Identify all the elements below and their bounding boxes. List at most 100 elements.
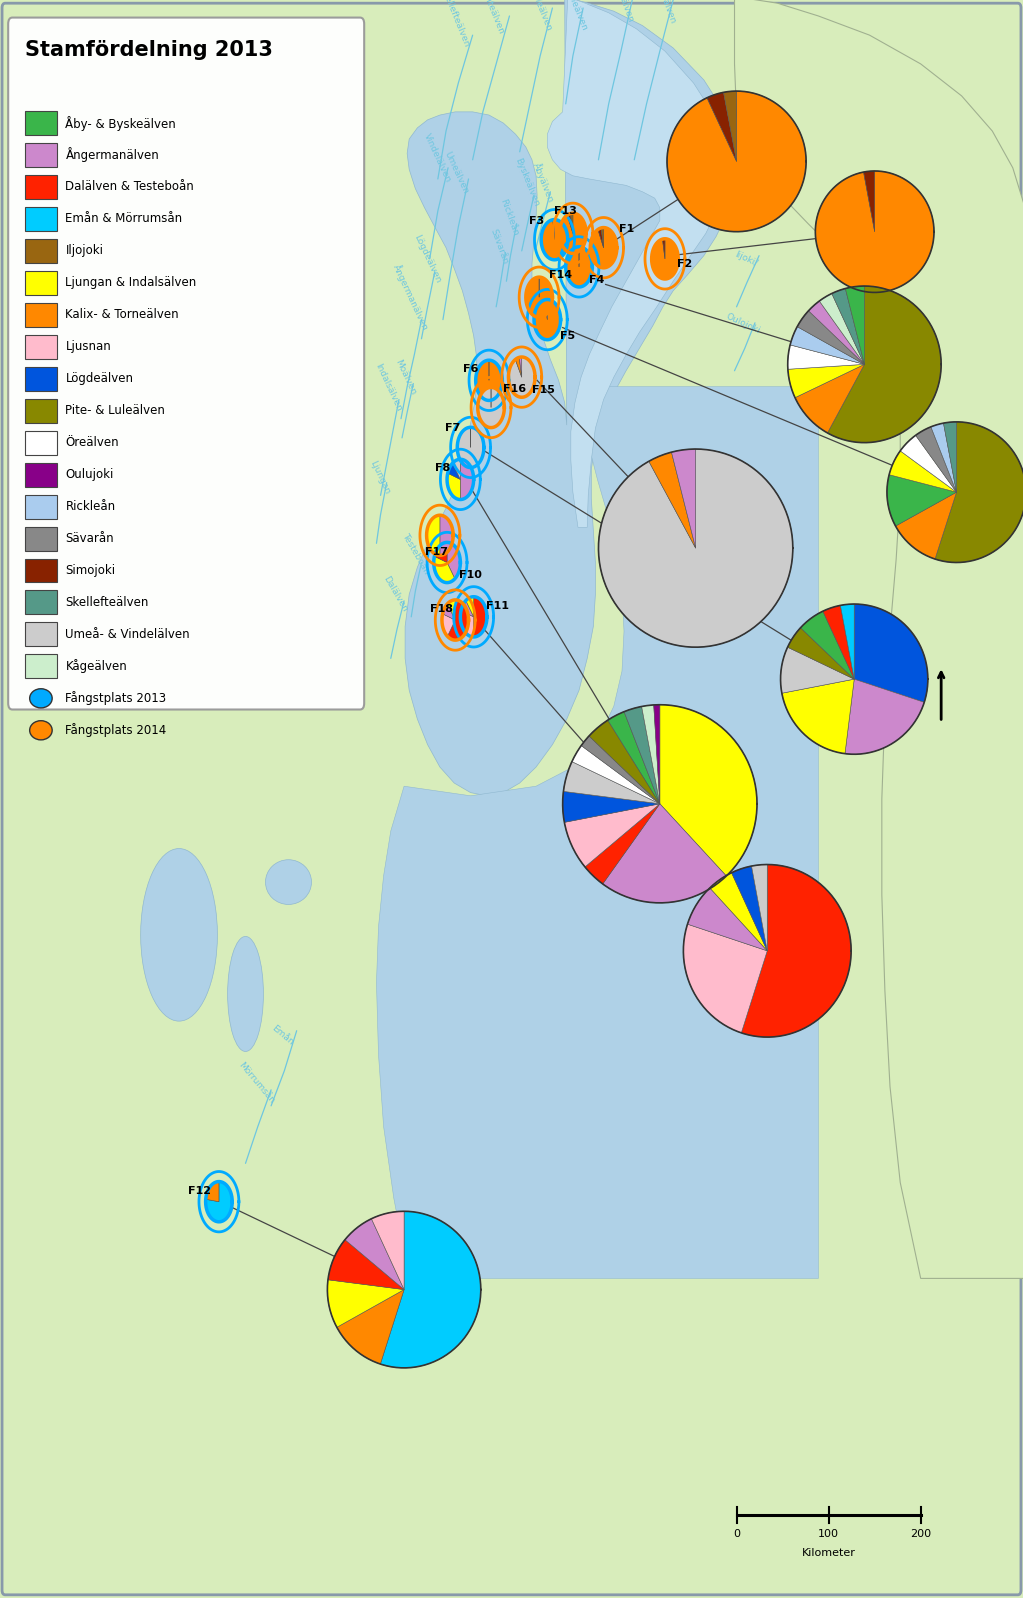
Bar xyxy=(25,558,57,582)
Polygon shape xyxy=(460,459,474,500)
Text: Råneälven: Råneälven xyxy=(562,0,588,32)
Bar xyxy=(25,526,57,550)
Text: Kalixälven: Kalixälven xyxy=(610,0,634,24)
Text: Simojoki: Simojoki xyxy=(723,102,762,125)
Polygon shape xyxy=(841,604,854,679)
Text: F16: F16 xyxy=(503,384,527,393)
Polygon shape xyxy=(516,358,522,377)
Text: Iijoki/: Iijoki/ xyxy=(732,249,759,268)
Text: Dalälven: Dalälven xyxy=(381,575,409,614)
Polygon shape xyxy=(790,326,864,364)
Polygon shape xyxy=(819,294,864,364)
Polygon shape xyxy=(589,721,660,804)
Bar xyxy=(25,142,57,166)
Text: Byskeälven: Byskeälven xyxy=(513,157,541,208)
Polygon shape xyxy=(782,679,854,754)
Polygon shape xyxy=(447,542,460,578)
Text: Öreälven: Öreälven xyxy=(65,436,119,449)
Polygon shape xyxy=(371,1211,404,1290)
Bar xyxy=(25,655,57,678)
Text: Simojoki: Simojoki xyxy=(65,564,116,577)
Polygon shape xyxy=(788,345,864,369)
Polygon shape xyxy=(460,610,474,638)
Polygon shape xyxy=(667,91,806,232)
Text: Emån: Emån xyxy=(270,1023,295,1047)
Polygon shape xyxy=(795,364,864,433)
Text: F1: F1 xyxy=(619,224,634,233)
Bar xyxy=(25,238,57,262)
Polygon shape xyxy=(452,459,460,479)
Text: F5: F5 xyxy=(560,331,575,340)
Text: Emån & Mörrumsån: Emån & Mörrumsån xyxy=(65,213,182,225)
Polygon shape xyxy=(534,299,561,340)
Text: Stamfördelning 2013: Stamfördelning 2013 xyxy=(25,40,272,61)
Polygon shape xyxy=(478,387,504,428)
Polygon shape xyxy=(889,451,957,492)
FancyBboxPatch shape xyxy=(8,18,364,710)
Bar xyxy=(25,174,57,198)
Text: F12: F12 xyxy=(188,1186,211,1195)
Polygon shape xyxy=(526,276,552,318)
Ellipse shape xyxy=(30,689,52,708)
Text: Torneälven: Torneälven xyxy=(653,0,677,24)
Polygon shape xyxy=(707,93,737,161)
Text: Pite- & Luleälven: Pite- & Luleälven xyxy=(65,404,166,417)
Polygon shape xyxy=(887,475,957,526)
Polygon shape xyxy=(808,300,864,364)
Bar xyxy=(25,206,57,230)
Polygon shape xyxy=(581,737,660,804)
Polygon shape xyxy=(560,213,586,254)
Polygon shape xyxy=(845,286,864,364)
Polygon shape xyxy=(828,286,941,443)
Polygon shape xyxy=(381,1211,481,1368)
Polygon shape xyxy=(585,804,660,884)
Polygon shape xyxy=(854,604,928,703)
Text: F4: F4 xyxy=(589,275,605,284)
Polygon shape xyxy=(465,596,474,617)
Text: Umeälven: Umeälven xyxy=(443,150,470,195)
Text: Vindelälven: Vindelälven xyxy=(422,131,453,184)
Polygon shape xyxy=(788,628,854,679)
Polygon shape xyxy=(731,866,767,951)
Polygon shape xyxy=(602,227,604,248)
Text: Ljungan: Ljungan xyxy=(368,459,391,495)
Polygon shape xyxy=(671,449,696,548)
Text: 100: 100 xyxy=(818,1529,839,1539)
Polygon shape xyxy=(801,610,854,679)
Polygon shape xyxy=(572,746,660,804)
Text: F11: F11 xyxy=(486,601,508,610)
Bar xyxy=(25,270,57,294)
Polygon shape xyxy=(442,614,455,636)
Polygon shape xyxy=(376,387,818,1278)
Polygon shape xyxy=(476,360,502,401)
Polygon shape xyxy=(547,0,728,527)
Text: Kågeälven: Kågeälven xyxy=(65,660,127,673)
Polygon shape xyxy=(723,91,737,161)
Polygon shape xyxy=(845,679,924,754)
Text: F13: F13 xyxy=(554,206,577,216)
Polygon shape xyxy=(565,804,660,868)
Text: 0: 0 xyxy=(733,1529,740,1539)
Polygon shape xyxy=(652,238,678,280)
Polygon shape xyxy=(687,888,767,951)
Polygon shape xyxy=(683,924,767,1032)
Polygon shape xyxy=(508,356,535,398)
Polygon shape xyxy=(448,463,460,479)
Polygon shape xyxy=(943,422,957,492)
Text: Dalälven & Testeboån: Dalälven & Testeboån xyxy=(65,181,194,193)
Polygon shape xyxy=(822,606,854,679)
Text: Indalsälven: Indalsälven xyxy=(373,361,404,412)
Bar xyxy=(25,590,57,614)
Text: Ljusnan: Ljusnan xyxy=(65,340,112,353)
Polygon shape xyxy=(931,423,957,492)
Text: Sävarån: Sävarån xyxy=(65,532,115,545)
Text: Moälven: Moälven xyxy=(393,358,417,396)
Text: Skellefteälven: Skellefteälven xyxy=(65,596,149,609)
Polygon shape xyxy=(427,515,440,556)
Text: F2: F2 xyxy=(677,259,693,268)
Text: Lögdeälven: Lögdeälven xyxy=(65,372,133,385)
Polygon shape xyxy=(742,865,851,1037)
Polygon shape xyxy=(624,706,660,804)
Polygon shape xyxy=(566,246,592,288)
Polygon shape xyxy=(603,804,726,903)
